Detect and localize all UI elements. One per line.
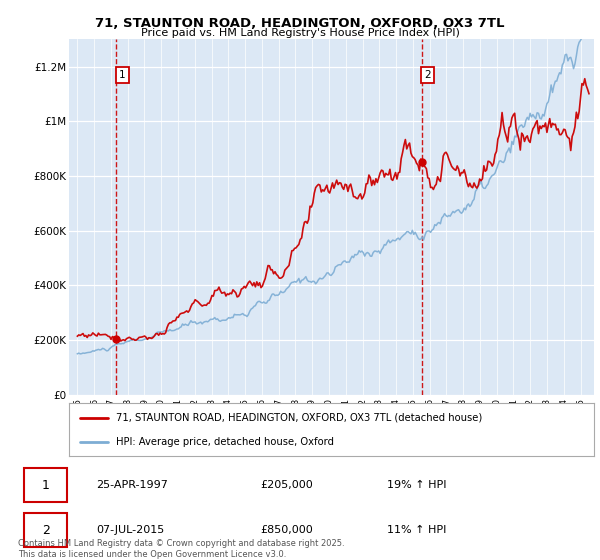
Text: £205,000: £205,000 bbox=[260, 480, 313, 490]
Text: 1: 1 bbox=[42, 479, 50, 492]
Text: 19% ↑ HPI: 19% ↑ HPI bbox=[386, 480, 446, 490]
Text: 71, STAUNTON ROAD, HEADINGTON, OXFORD, OX3 7TL (detached house): 71, STAUNTON ROAD, HEADINGTON, OXFORD, O… bbox=[116, 413, 482, 423]
Text: 2: 2 bbox=[42, 524, 50, 536]
Text: Price paid vs. HM Land Registry's House Price Index (HPI): Price paid vs. HM Land Registry's House … bbox=[140, 28, 460, 38]
Text: 25-APR-1997: 25-APR-1997 bbox=[96, 480, 167, 490]
Text: 2: 2 bbox=[424, 70, 431, 80]
Text: 07-JUL-2015: 07-JUL-2015 bbox=[96, 525, 164, 535]
Text: Contains HM Land Registry data © Crown copyright and database right 2025.
This d: Contains HM Land Registry data © Crown c… bbox=[18, 539, 344, 559]
Text: £850,000: £850,000 bbox=[260, 525, 313, 535]
FancyBboxPatch shape bbox=[24, 468, 67, 502]
Text: 11% ↑ HPI: 11% ↑ HPI bbox=[386, 525, 446, 535]
Text: 1: 1 bbox=[119, 70, 125, 80]
FancyBboxPatch shape bbox=[24, 513, 67, 548]
Text: 71, STAUNTON ROAD, HEADINGTON, OXFORD, OX3 7TL: 71, STAUNTON ROAD, HEADINGTON, OXFORD, O… bbox=[95, 17, 505, 30]
Text: HPI: Average price, detached house, Oxford: HPI: Average price, detached house, Oxfo… bbox=[116, 437, 334, 447]
